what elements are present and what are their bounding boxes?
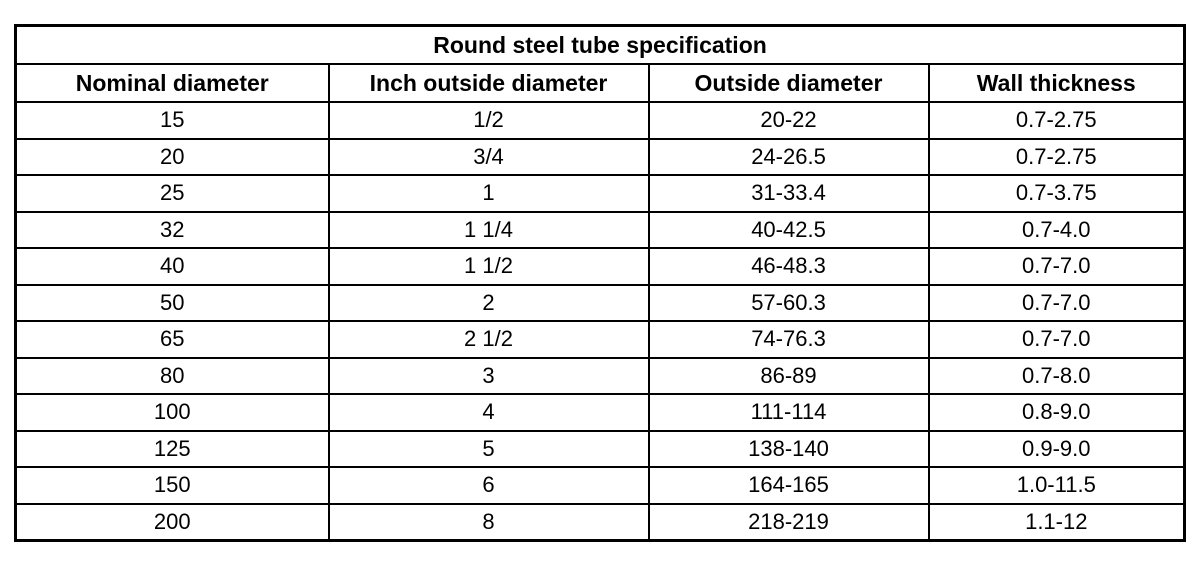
table-title: Round steel tube specification <box>14 24 1186 65</box>
table-row: 40 1 1/2 46-48.3 0.7-7.0 <box>14 247 1186 286</box>
table-row: 80 3 86-89 0.7-8.0 <box>14 356 1186 395</box>
table-cell: 100 <box>14 393 330 432</box>
table-cell: 2 1/2 <box>327 320 650 359</box>
table-cell: 80 <box>14 356 330 395</box>
table-cell: 0.7-8.0 <box>927 356 1186 395</box>
table-cell: 0.7-7.0 <box>927 320 1186 359</box>
table-cell: 1 1/4 <box>327 210 650 249</box>
table-cell: 31-33.4 <box>647 174 930 213</box>
table-cell: 4 <box>327 393 650 432</box>
table-cell: 0.7-3.75 <box>927 174 1186 213</box>
table-cell: 0.7-2.75 <box>927 101 1186 140</box>
table-row: 150 6 164-165 1.0-11.5 <box>14 466 1186 505</box>
table-cell: 1 <box>327 174 650 213</box>
table-row: 20 3/4 24-26.5 0.7-2.75 <box>14 137 1186 176</box>
table-cell: 20-22 <box>647 101 930 140</box>
table-cell: 138-140 <box>647 429 930 468</box>
table-row: 100 4 111-114 0.8-9.0 <box>14 393 1186 432</box>
column-header-nominal-diameter: Nominal diameter <box>14 63 330 103</box>
table-cell: 0.7-7.0 <box>927 283 1186 322</box>
table-cell: 3/4 <box>327 137 650 176</box>
table-cell: 0.9-9.0 <box>927 429 1186 468</box>
table-cell: 50 <box>14 283 330 322</box>
table-cell: 0.7-4.0 <box>927 210 1186 249</box>
table-cell: 2 <box>327 283 650 322</box>
table-cell: 24-26.5 <box>647 137 930 176</box>
table-cell: 0.7-2.75 <box>927 137 1186 176</box>
table-cell: 74-76.3 <box>647 320 930 359</box>
table-cell: 164-165 <box>647 466 930 505</box>
table-cell: 6 <box>327 466 650 505</box>
table-row: 200 8 218-219 1.1-12 <box>14 502 1186 542</box>
table-cell: 20 <box>14 137 330 176</box>
table-row: 50 2 57-60.3 0.7-7.0 <box>14 283 1186 322</box>
table-cell: 218-219 <box>647 502 930 542</box>
table-cell: 200 <box>14 502 330 542</box>
table-cell: 150 <box>14 466 330 505</box>
round-steel-tube-spec-table: Round steel tube specification Nominal d… <box>14 24 1187 542</box>
table-cell: 0.7-7.0 <box>927 247 1186 286</box>
column-header-outside-diameter: Outside diameter <box>647 63 930 103</box>
table-row: 65 2 1/2 74-76.3 0.7-7.0 <box>14 320 1186 359</box>
column-header-wall-thickness: Wall thickness <box>927 63 1186 103</box>
column-header-inch-outside-diameter: Inch outside diameter <box>327 63 650 103</box>
table-cell: 8 <box>327 502 650 542</box>
title-row: Round steel tube specification <box>14 24 1186 65</box>
table-row: 25 1 31-33.4 0.7-3.75 <box>14 174 1186 213</box>
table-cell: 86-89 <box>647 356 930 395</box>
table-cell: 57-60.3 <box>647 283 930 322</box>
table-cell: 32 <box>14 210 330 249</box>
table-cell: 5 <box>327 429 650 468</box>
table-row: 32 1 1/4 40-42.5 0.7-4.0 <box>14 210 1186 249</box>
table-cell: 3 <box>327 356 650 395</box>
table-cell: 1.0-11.5 <box>927 466 1186 505</box>
table-cell: 40-42.5 <box>647 210 930 249</box>
table-cell: 111-114 <box>647 393 930 432</box>
table-cell: 1 1/2 <box>327 247 650 286</box>
table-cell: 40 <box>14 247 330 286</box>
table-cell: 125 <box>14 429 330 468</box>
table-cell: 1.1-12 <box>927 502 1186 542</box>
table-cell: 0.8-9.0 <box>927 393 1186 432</box>
header-row: Nominal diameter Inch outside diameter O… <box>14 63 1186 103</box>
table-cell: 65 <box>14 320 330 359</box>
table-cell: 15 <box>14 101 330 140</box>
table-cell: 46-48.3 <box>647 247 930 286</box>
table-row: 15 1/2 20-22 0.7-2.75 <box>14 101 1186 140</box>
table-row: 125 5 138-140 0.9-9.0 <box>14 429 1186 468</box>
table-cell: 1/2 <box>327 101 650 140</box>
table-cell: 25 <box>14 174 330 213</box>
